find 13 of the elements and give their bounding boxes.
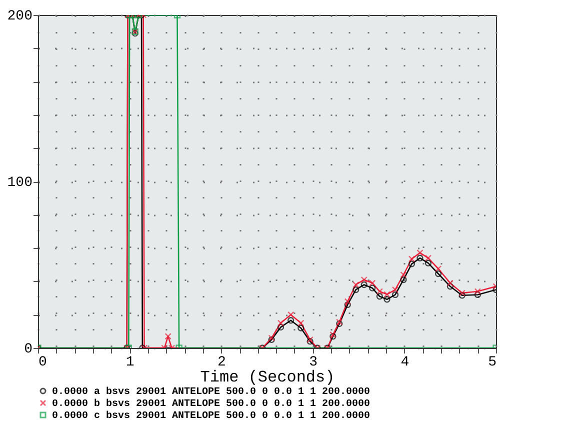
x-tick-label: 3: [309, 354, 318, 370]
x-axis-title: Time (Seconds): [200, 368, 335, 386]
x-tick-label: 0: [38, 354, 47, 370]
x-tick-label: 5: [488, 354, 496, 370]
x-tick-label: 2: [217, 354, 226, 370]
x-tick-label: 4: [400, 354, 410, 370]
x-tick-label: 1: [126, 354, 134, 370]
y-tick-label: 200: [7, 8, 32, 24]
y-tick-label: 100: [7, 175, 32, 191]
legend-label: 0.0000 b bsvs 29001 ANTELOPE 500.0 0 0.0 1 1 200.0000: [52, 398, 370, 410]
legend-label: 0.0000 a bsvs 29001 ANTELOPE 500.0 0 0.0 1 1 200.0000: [52, 386, 370, 398]
y-tick-label: 0: [24, 342, 32, 358]
legend-label: 0.0000 c bsvs 29001 ANTELOPE 500.0 0 0.0 1 1 200.0000: [52, 410, 370, 422]
